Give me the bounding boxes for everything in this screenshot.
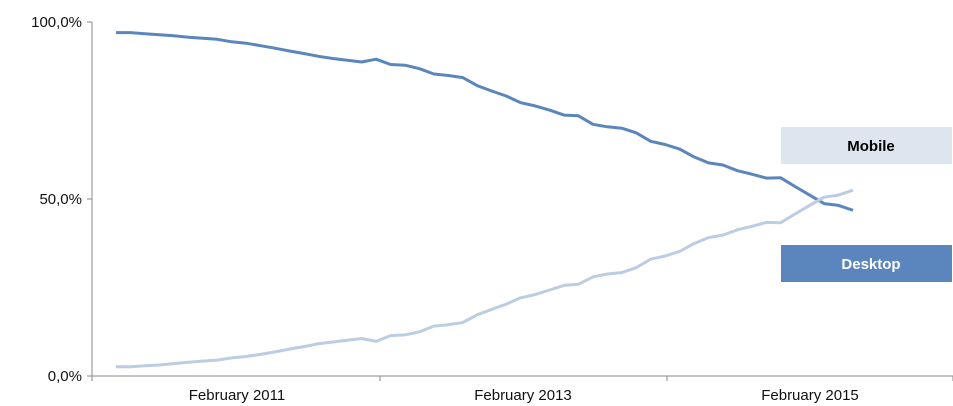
- x-tick-label: February 2015: [761, 387, 859, 404]
- series-line-mobile: [116, 188, 854, 369]
- legend-mobile-label: Mobile: [847, 138, 895, 155]
- x-tick-label: February 2011: [189, 387, 285, 404]
- x-tick-label: February 2013: [474, 387, 572, 404]
- y-axis-ticks: 0,0% 50,0% 100,0%: [31, 14, 92, 385]
- legend-desktop-label: Desktop: [841, 256, 900, 273]
- legend-desktop-box: [781, 245, 952, 282]
- y-tick-label: 0,0%: [48, 368, 82, 385]
- series-line-desktop: [116, 31, 854, 212]
- series-lines: [116, 31, 854, 369]
- x-axis-ticks: February 2011 February 2013 February 2015: [91, 376, 953, 404]
- y-tick-label: 50,0%: [39, 191, 82, 208]
- y-tick-label: 100,0%: [31, 14, 82, 31]
- legend-mobile-box: [781, 127, 952, 164]
